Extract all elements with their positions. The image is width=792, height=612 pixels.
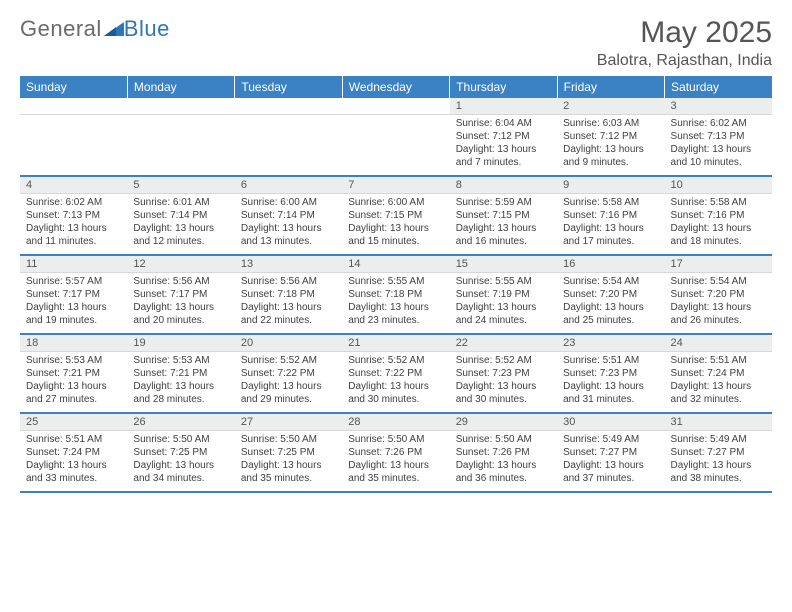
day-number-cell: 14: [342, 255, 449, 273]
day-number-cell: 18: [20, 334, 127, 352]
brand-logo: General Blue: [20, 16, 170, 42]
day-info-cell: Sunrise: 5:52 AMSunset: 7:22 PMDaylight:…: [235, 352, 342, 414]
day-number-cell: 27: [235, 413, 342, 431]
day-number-cell: 13: [235, 255, 342, 273]
day-info-cell: Sunrise: 6:00 AMSunset: 7:14 PMDaylight:…: [235, 194, 342, 256]
day-number-row: 25262728293031: [20, 413, 772, 431]
day-number-cell: 28: [342, 413, 449, 431]
day-info-cell: [342, 115, 449, 177]
day-info-cell: Sunrise: 5:53 AMSunset: 7:21 PMDaylight:…: [127, 352, 234, 414]
day-number-cell: 25: [20, 413, 127, 431]
day-number-cell: 30: [557, 413, 664, 431]
day-number-cell: 29: [450, 413, 557, 431]
day-info-cell: Sunrise: 5:51 AMSunset: 7:23 PMDaylight:…: [557, 352, 664, 414]
logo-triangle-icon: [104, 16, 124, 42]
month-title: May 2025: [597, 16, 772, 50]
day-info-cell: Sunrise: 6:01 AMSunset: 7:14 PMDaylight:…: [127, 194, 234, 256]
weekday-header: Saturday: [665, 76, 772, 98]
day-info-cell: Sunrise: 5:51 AMSunset: 7:24 PMDaylight:…: [665, 352, 772, 414]
day-number-cell: 17: [665, 255, 772, 273]
brand-part1: General: [20, 16, 102, 42]
day-number-cell: [342, 98, 449, 115]
day-number-cell: 21: [342, 334, 449, 352]
day-number-cell: 4: [20, 176, 127, 194]
day-number-cell: 20: [235, 334, 342, 352]
weekday-header: Tuesday: [235, 76, 342, 98]
day-number-cell: 8: [450, 176, 557, 194]
day-number-cell: 11: [20, 255, 127, 273]
weekday-header: Monday: [127, 76, 234, 98]
day-number-row: 45678910: [20, 176, 772, 194]
day-number-cell: 26: [127, 413, 234, 431]
day-info-row: Sunrise: 5:57 AMSunset: 7:17 PMDaylight:…: [20, 273, 772, 335]
day-info-cell: [127, 115, 234, 177]
day-info-row: Sunrise: 6:02 AMSunset: 7:13 PMDaylight:…: [20, 194, 772, 256]
weekday-header: Thursday: [450, 76, 557, 98]
location-text: Balotra, Rajasthan, India: [597, 52, 772, 70]
day-number-row: 123: [20, 98, 772, 115]
day-info-cell: [20, 115, 127, 177]
day-info-cell: Sunrise: 5:52 AMSunset: 7:23 PMDaylight:…: [450, 352, 557, 414]
day-number-cell: 7: [342, 176, 449, 194]
day-info-cell: [235, 115, 342, 177]
day-info-cell: Sunrise: 6:04 AMSunset: 7:12 PMDaylight:…: [450, 115, 557, 177]
day-info-row: Sunrise: 6:04 AMSunset: 7:12 PMDaylight:…: [20, 115, 772, 177]
weekday-header: Friday: [557, 76, 664, 98]
day-info-cell: Sunrise: 5:53 AMSunset: 7:21 PMDaylight:…: [20, 352, 127, 414]
day-number-cell: 5: [127, 176, 234, 194]
day-number-cell: 23: [557, 334, 664, 352]
day-info-cell: Sunrise: 5:50 AMSunset: 7:25 PMDaylight:…: [235, 431, 342, 493]
day-info-cell: Sunrise: 5:55 AMSunset: 7:18 PMDaylight:…: [342, 273, 449, 335]
day-number-cell: 19: [127, 334, 234, 352]
day-number-cell: [235, 98, 342, 115]
day-number-cell: 1: [450, 98, 557, 115]
day-info-cell: Sunrise: 6:02 AMSunset: 7:13 PMDaylight:…: [665, 115, 772, 177]
day-info-cell: Sunrise: 5:52 AMSunset: 7:22 PMDaylight:…: [342, 352, 449, 414]
day-info-cell: Sunrise: 5:57 AMSunset: 7:17 PMDaylight:…: [20, 273, 127, 335]
day-info-cell: Sunrise: 5:51 AMSunset: 7:24 PMDaylight:…: [20, 431, 127, 493]
day-number-cell: 3: [665, 98, 772, 115]
day-number-cell: 2: [557, 98, 664, 115]
day-info-cell: Sunrise: 5:50 AMSunset: 7:26 PMDaylight:…: [342, 431, 449, 493]
day-number-row: 18192021222324: [20, 334, 772, 352]
day-info-cell: Sunrise: 6:02 AMSunset: 7:13 PMDaylight:…: [20, 194, 127, 256]
day-number-cell: 15: [450, 255, 557, 273]
weekday-header: Sunday: [20, 76, 127, 98]
brand-part2: Blue: [124, 16, 170, 42]
day-number-cell: 24: [665, 334, 772, 352]
day-number-cell: 10: [665, 176, 772, 194]
weekday-header: Wednesday: [342, 76, 449, 98]
day-number-cell: 9: [557, 176, 664, 194]
day-number-cell: [20, 98, 127, 115]
day-info-cell: Sunrise: 6:03 AMSunset: 7:12 PMDaylight:…: [557, 115, 664, 177]
day-info-cell: Sunrise: 5:59 AMSunset: 7:15 PMDaylight:…: [450, 194, 557, 256]
day-info-cell: Sunrise: 5:49 AMSunset: 7:27 PMDaylight:…: [557, 431, 664, 493]
day-info-cell: Sunrise: 5:54 AMSunset: 7:20 PMDaylight:…: [665, 273, 772, 335]
day-info-cell: Sunrise: 5:49 AMSunset: 7:27 PMDaylight:…: [665, 431, 772, 493]
header: General Blue May 2025 Balotra, Rajasthan…: [20, 16, 772, 70]
weekday-header-row: SundayMondayTuesdayWednesdayThursdayFrid…: [20, 76, 772, 98]
day-number-cell: 16: [557, 255, 664, 273]
day-info-cell: Sunrise: 5:56 AMSunset: 7:17 PMDaylight:…: [127, 273, 234, 335]
day-info-row: Sunrise: 5:51 AMSunset: 7:24 PMDaylight:…: [20, 431, 772, 493]
day-info-cell: Sunrise: 5:56 AMSunset: 7:18 PMDaylight:…: [235, 273, 342, 335]
title-block: May 2025 Balotra, Rajasthan, India: [597, 16, 772, 70]
day-number-cell: 6: [235, 176, 342, 194]
day-info-cell: Sunrise: 5:58 AMSunset: 7:16 PMDaylight:…: [557, 194, 664, 256]
day-info-cell: Sunrise: 5:50 AMSunset: 7:26 PMDaylight:…: [450, 431, 557, 493]
calendar-table: SundayMondayTuesdayWednesdayThursdayFrid…: [20, 76, 772, 493]
day-number-cell: [127, 98, 234, 115]
day-info-row: Sunrise: 5:53 AMSunset: 7:21 PMDaylight:…: [20, 352, 772, 414]
day-number-cell: 12: [127, 255, 234, 273]
day-info-cell: Sunrise: 5:50 AMSunset: 7:25 PMDaylight:…: [127, 431, 234, 493]
day-number-cell: 22: [450, 334, 557, 352]
day-info-cell: Sunrise: 5:55 AMSunset: 7:19 PMDaylight:…: [450, 273, 557, 335]
day-info-cell: Sunrise: 6:00 AMSunset: 7:15 PMDaylight:…: [342, 194, 449, 256]
day-number-cell: 31: [665, 413, 772, 431]
day-info-cell: Sunrise: 5:54 AMSunset: 7:20 PMDaylight:…: [557, 273, 664, 335]
day-info-cell: Sunrise: 5:58 AMSunset: 7:16 PMDaylight:…: [665, 194, 772, 256]
day-number-row: 11121314151617: [20, 255, 772, 273]
